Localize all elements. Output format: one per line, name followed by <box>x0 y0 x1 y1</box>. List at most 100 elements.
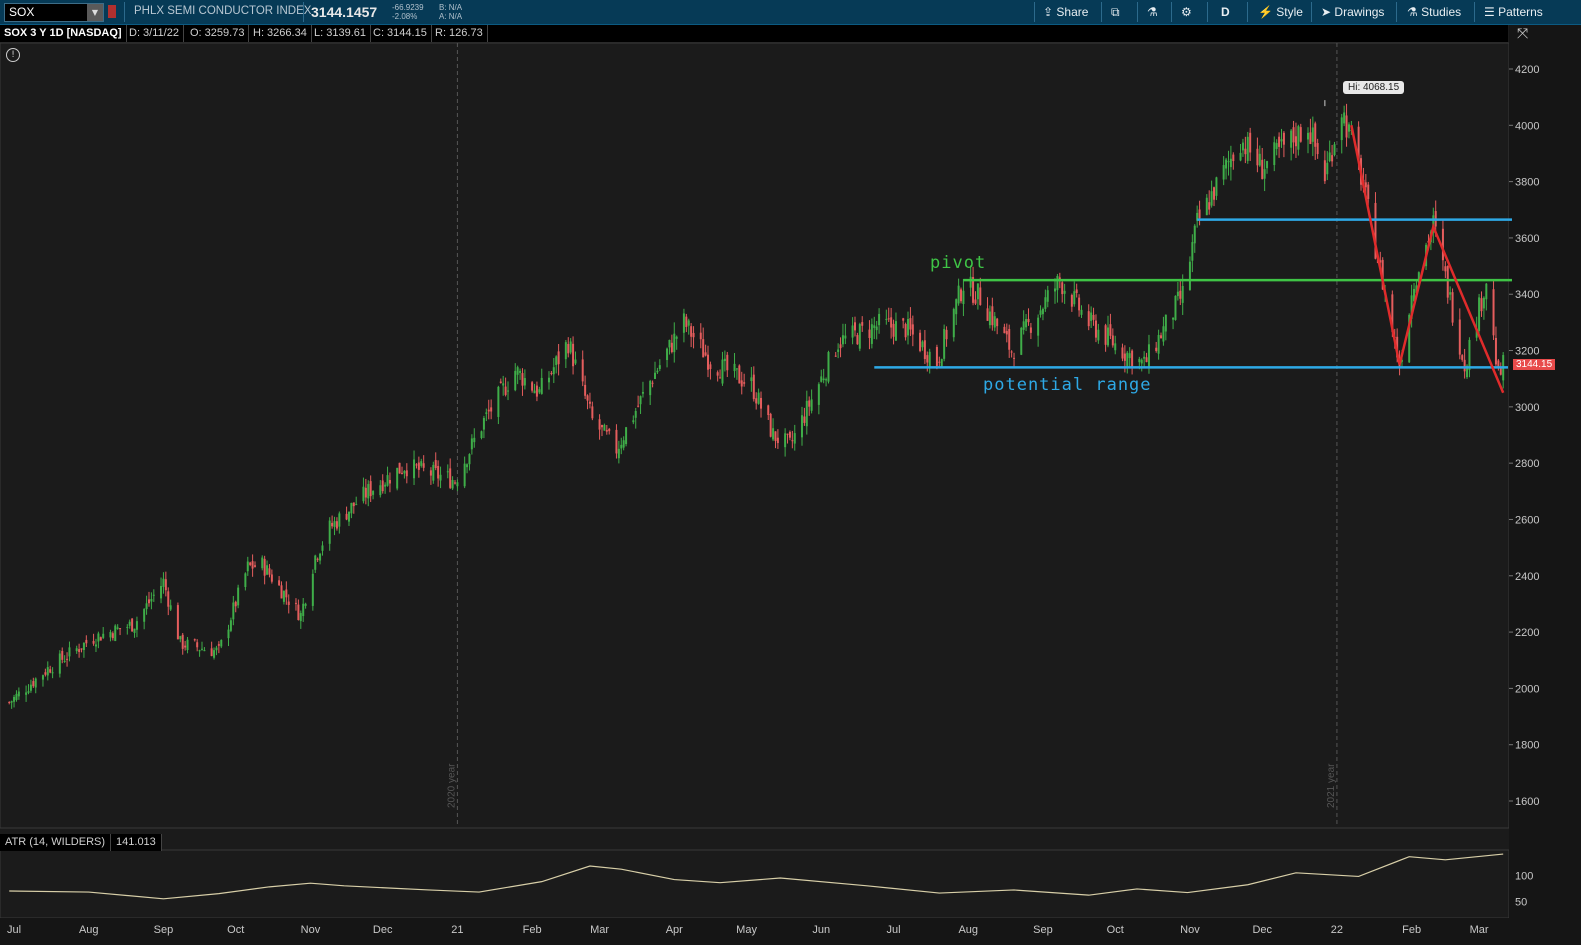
studies-button[interactable]: ⚗ Studies <box>1407 3 1461 21</box>
candle-body <box>316 558 319 560</box>
candles <box>8 103 1505 709</box>
divider <box>1474 2 1475 22</box>
snapshot-icon: ⧉ <box>1111 5 1120 19</box>
candle-body <box>1266 161 1269 169</box>
candle-body <box>935 347 938 366</box>
candle-body <box>1229 158 1232 168</box>
x-tick-label: Jul <box>7 924 21 936</box>
candle-body <box>176 605 179 640</box>
candle-body <box>555 356 558 365</box>
candle-body <box>1246 136 1249 161</box>
candle-body <box>1114 343 1117 351</box>
drawings-button[interactable]: ➤ Drawings <box>1321 3 1384 21</box>
x-tick-label: Jul <box>887 924 901 936</box>
candle-body <box>507 390 510 392</box>
candle-body <box>1323 160 1326 182</box>
candle-body <box>220 639 223 647</box>
style-button[interactable]: ⚡ Style <box>1258 3 1303 21</box>
candle-body <box>237 587 240 606</box>
candle-body <box>1314 123 1317 147</box>
candle-body <box>432 464 435 481</box>
info-icon[interactable]: ! <box>6 48 20 62</box>
divider <box>1396 2 1397 22</box>
candle-body <box>147 599 150 604</box>
x-tick-label: Mar <box>590 924 609 936</box>
candle-body <box>687 320 690 326</box>
candle-body <box>772 428 775 440</box>
candle-body <box>540 377 543 394</box>
share-label: Share <box>1056 5 1089 19</box>
candle-body <box>1037 317 1040 336</box>
candle-body <box>502 383 505 386</box>
x-tick-label: Nov <box>1180 924 1200 936</box>
studies-label: Studies <box>1421 5 1462 19</box>
candle-body <box>1070 294 1073 307</box>
candle-body <box>68 647 71 657</box>
candle-body <box>682 313 685 333</box>
candle-body <box>588 401 591 404</box>
symbol-input[interactable]: SOX ▼ <box>4 3 104 22</box>
patterns-button[interactable]: ☰ Patterns <box>1484 3 1543 21</box>
candle-body <box>670 342 673 353</box>
candle-body <box>514 370 517 391</box>
candle-body <box>976 283 979 300</box>
candle-body <box>1282 132 1285 145</box>
candle-body <box>911 324 914 335</box>
pivot-annotation[interactable]: pivot <box>930 253 987 273</box>
snapshot-button[interactable]: ⧉ <box>1111 3 1120 21</box>
candle-body <box>25 692 28 695</box>
candle-body <box>1417 272 1420 283</box>
candle-body <box>894 321 897 341</box>
candle-body <box>116 627 119 629</box>
zigzag-drawing <box>1350 125 1505 394</box>
candle-body <box>1449 292 1452 295</box>
candle-body <box>1374 202 1377 259</box>
candle-body <box>299 613 302 622</box>
x-tick-label: Feb <box>523 924 542 936</box>
candle-body <box>774 431 777 441</box>
candle-body <box>617 448 620 459</box>
chevron-down-icon[interactable]: ▼ <box>87 4 103 21</box>
flag-icon[interactable] <box>108 5 116 18</box>
candle-body <box>1215 177 1218 196</box>
candle-body <box>740 380 743 387</box>
candle-body <box>632 420 635 423</box>
symbol-text[interactable]: SOX <box>9 5 35 19</box>
candle-body <box>1227 161 1230 163</box>
candle-body <box>367 484 370 499</box>
candle-body <box>873 325 876 328</box>
candle-body <box>1140 359 1143 364</box>
candle-body <box>921 341 924 348</box>
candle-body <box>586 395 589 401</box>
candle-body <box>285 589 288 598</box>
candle-body <box>1244 148 1247 155</box>
settings-button[interactable]: ⚙ <box>1181 3 1192 21</box>
candle-body <box>784 433 787 448</box>
collapse-icon[interactable]: ⤧ <box>1517 26 1529 42</box>
range-annotation[interactable]: potential range <box>983 375 1152 395</box>
candle-body <box>217 644 220 646</box>
candle-body <box>658 365 661 369</box>
candle-body <box>126 626 129 628</box>
flask-button[interactable]: ⚗ <box>1147 3 1158 21</box>
candle-body <box>952 309 955 338</box>
candle-body <box>1415 285 1418 293</box>
candle-body <box>1162 326 1165 342</box>
share-button[interactable]: ⇪ Share <box>1043 3 1088 21</box>
candle-body <box>1333 144 1336 156</box>
candle-body <box>979 287 982 305</box>
candle-body <box>251 561 254 569</box>
candle-body <box>1210 191 1213 206</box>
aggregation-button[interactable]: D <box>1221 5 1230 19</box>
candle-body <box>1309 132 1312 145</box>
candle-body <box>420 461 423 466</box>
candle-body <box>1213 187 1216 200</box>
y-tick-label: 2600 <box>1515 514 1539 526</box>
candle-body <box>314 555 317 570</box>
candle-body <box>839 344 842 349</box>
candle-body <box>456 482 459 487</box>
candle-body <box>1249 132 1252 153</box>
candle-body <box>470 438 473 450</box>
candle-body <box>786 433 789 435</box>
